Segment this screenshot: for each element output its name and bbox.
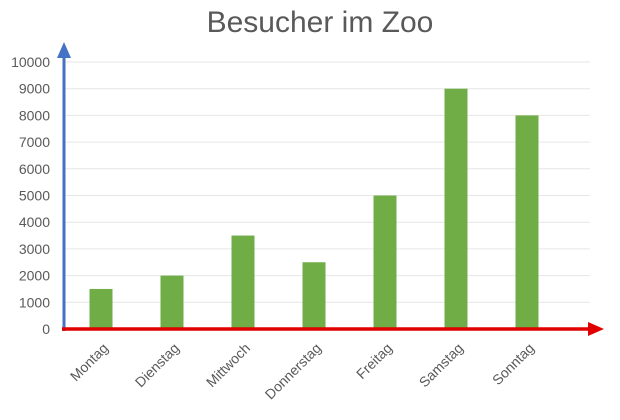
y-tick-label: 3000: [19, 241, 50, 257]
y-tick-label: 0: [42, 321, 50, 337]
x-tick-label: Freitag: [353, 340, 395, 382]
bar-sonntag: [515, 115, 539, 330]
bar-samstag: [444, 88, 468, 329]
y-tick-label: 10000: [11, 54, 50, 70]
y-tick-label: 5000: [19, 188, 50, 204]
y-axis-ticks: 0 1000 2000 3000 4000 5000 6000 7000 8000 9000 100…: [11, 54, 50, 337]
y-tick-label: 6000: [19, 161, 50, 177]
chart-title: Besucher im Zoo: [206, 6, 434, 39]
x-axis-ticks: Montag Dienstag Mittwoch Donnerstag Freitag S…: [67, 340, 537, 403]
x-tick-label: Mittwoch: [203, 340, 253, 390]
y-tick-label: 4000: [19, 214, 50, 230]
x-tick-label: Donnerstag: [262, 340, 325, 403]
x-tick-label: Sonntag: [489, 340, 537, 388]
y-tick-label: 8000: [19, 107, 50, 123]
x-tick-label: Montag: [67, 340, 111, 384]
x-tick-label: Samstag: [416, 340, 466, 390]
bar-montag: [89, 288, 113, 329]
axes: [57, 42, 604, 336]
bar-dienstag: [160, 275, 184, 329]
y-tick-label: 1000: [19, 294, 50, 310]
y-axis-arrow-icon: [57, 42, 71, 58]
x-tick-label: Dienstag: [132, 340, 182, 390]
y-tick-label: 9000: [19, 81, 50, 97]
y-tick-label: 7000: [19, 134, 50, 150]
gridlines: [64, 61, 590, 303]
bar-donnerstag: [302, 262, 326, 329]
x-axis-arrow-icon: [588, 322, 604, 336]
bar-freitag: [373, 195, 397, 329]
bar-mittwoch: [231, 235, 255, 329]
y-tick-label: 2000: [19, 268, 50, 284]
bars: [89, 88, 539, 330]
